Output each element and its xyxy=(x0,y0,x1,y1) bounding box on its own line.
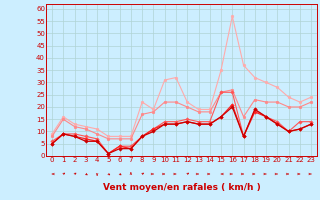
X-axis label: Vent moyen/en rafales ( km/h ): Vent moyen/en rafales ( km/h ) xyxy=(103,183,260,192)
